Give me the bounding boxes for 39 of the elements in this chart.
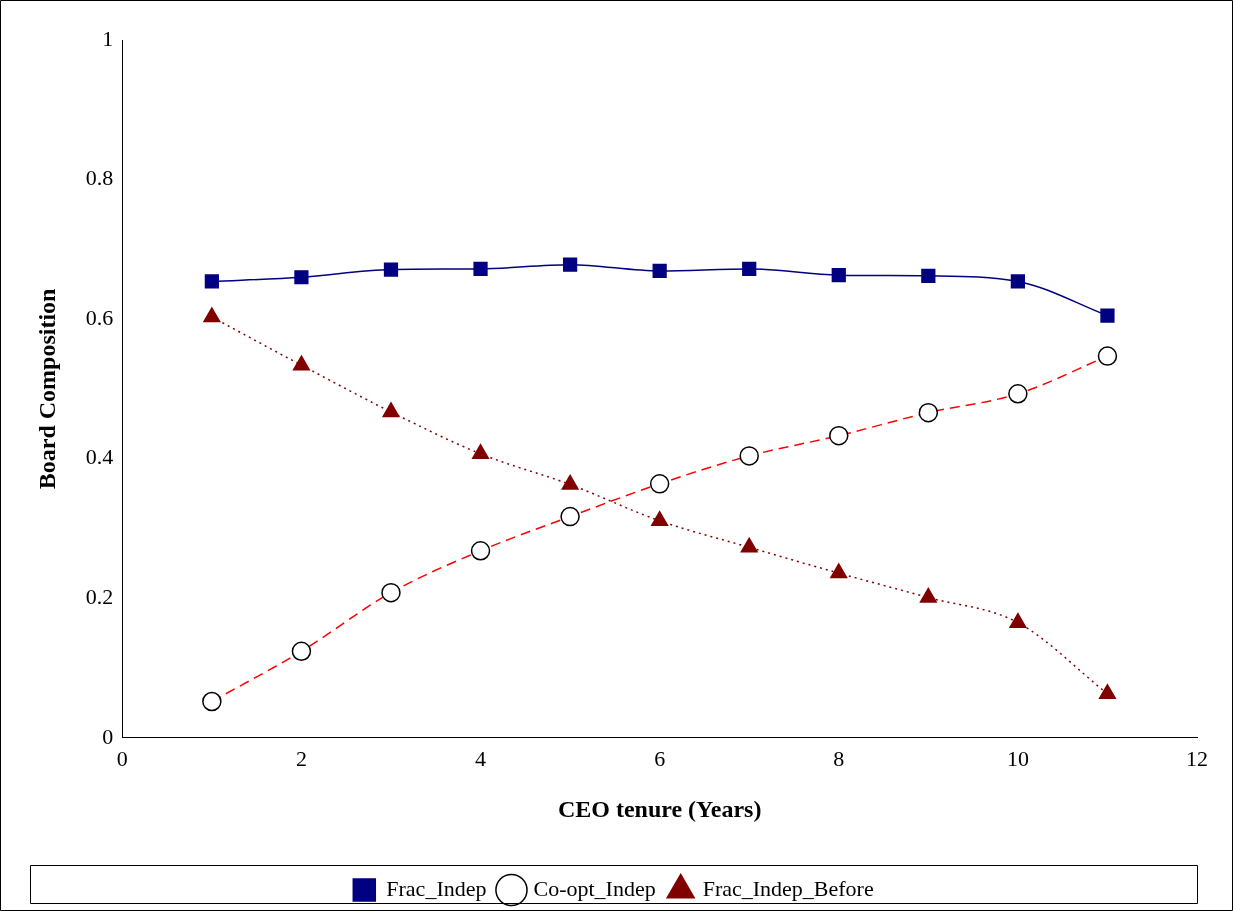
point xyxy=(921,268,936,283)
point xyxy=(473,261,488,276)
point xyxy=(919,587,937,603)
y-tick-label: 0.2 xyxy=(85,584,114,610)
point xyxy=(382,402,400,418)
point xyxy=(203,307,221,323)
x-tick-label: 2 xyxy=(295,745,307,771)
y-axis-title: Board Composition xyxy=(33,288,60,490)
point xyxy=(561,474,579,490)
y-tick-label: 0.4 xyxy=(85,444,114,470)
point xyxy=(204,274,219,289)
x-tick-label: 10 xyxy=(1006,745,1029,771)
point xyxy=(1009,612,1027,628)
point xyxy=(742,261,757,276)
point xyxy=(294,270,309,285)
y-tick-label: 1 xyxy=(102,25,114,51)
point xyxy=(1010,274,1025,289)
point xyxy=(740,537,758,553)
y-tick-label: 0.6 xyxy=(85,304,114,330)
legend-label: Frac_Indep xyxy=(386,875,487,901)
legend-label: Frac_Indep_Before xyxy=(702,875,874,901)
y-tick-label: 0.8 xyxy=(85,165,114,191)
x-tick-label: 12 xyxy=(1186,745,1208,771)
x-tick-label: 8 xyxy=(833,745,845,771)
point xyxy=(383,262,399,277)
point xyxy=(651,511,669,527)
point xyxy=(292,355,310,371)
point xyxy=(652,263,667,279)
x-tick-label: 6 xyxy=(654,745,666,771)
x-tick-label: 4 xyxy=(475,745,487,771)
point xyxy=(1100,308,1115,323)
y-tick-label: 0 xyxy=(102,723,114,749)
point xyxy=(471,444,490,460)
point xyxy=(562,257,578,272)
x-axis-title: CEO tenure (Years) xyxy=(557,795,762,822)
point xyxy=(831,268,846,283)
point xyxy=(1098,684,1116,700)
point xyxy=(830,563,848,579)
legend-label: Co-opt_Indep xyxy=(533,875,656,901)
